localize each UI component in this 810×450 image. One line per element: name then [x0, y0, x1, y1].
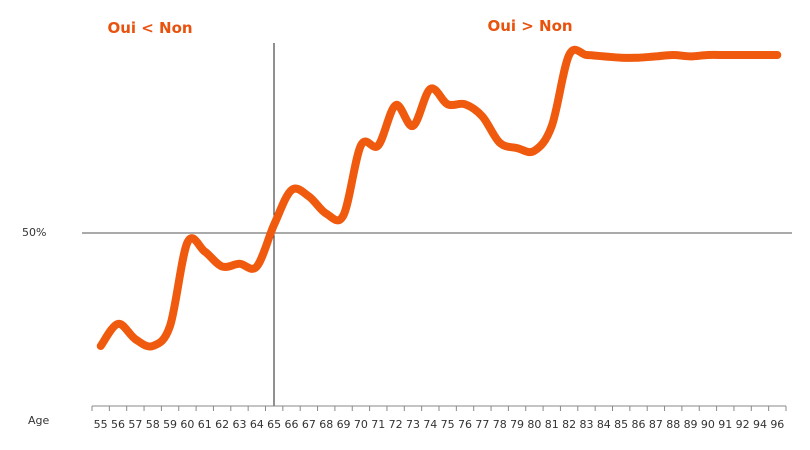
- x-tick-label: 89: [684, 418, 698, 431]
- x-ticks: [91, 406, 787, 411]
- annotation-right: Oui > Non: [487, 17, 572, 35]
- y-reference-label: 50%: [22, 226, 46, 239]
- x-tick-label: 87: [649, 418, 663, 431]
- x-tick-label: 57: [128, 418, 142, 431]
- x-tick-label: 81: [545, 418, 559, 431]
- x-tick-label: 67: [302, 418, 316, 431]
- x-tick-label: 70: [354, 418, 368, 431]
- x-tick-label: 56: [111, 418, 125, 431]
- x-tick-label: 96: [770, 418, 784, 431]
- x-axis-title: Age: [28, 414, 50, 427]
- x-tick-label: 71: [371, 418, 385, 431]
- x-tick-label: 61: [198, 418, 212, 431]
- x-tick-label: 78: [493, 418, 507, 431]
- x-tick-label: 60: [180, 418, 194, 431]
- x-tick-label: 90: [701, 418, 715, 431]
- series-line: [96, 45, 782, 351]
- annotation-left: Oui < Non: [107, 19, 192, 37]
- x-tick-label: 88: [666, 418, 680, 431]
- x-tick-label: 79: [510, 418, 524, 431]
- x-tick-label: 76: [458, 418, 472, 431]
- x-tick-label: 80: [527, 418, 541, 431]
- x-tick-label: 69: [337, 418, 351, 431]
- x-tick-label: 83: [579, 418, 593, 431]
- x-tick-label: 63: [232, 418, 246, 431]
- x-tick-label: 85: [614, 418, 628, 431]
- x-tick-labels: 55 56 57 58 59 60 61 62 63 64 65 66 67 68 69 70 71 72 73 74…: [94, 418, 785, 431]
- x-tick-label: 65: [267, 418, 281, 431]
- x-tick-label: 92: [736, 418, 750, 431]
- x-tick-label: 58: [146, 418, 160, 431]
- x-tick-label: 75: [441, 418, 455, 431]
- x-tick-label: 59: [163, 418, 177, 431]
- x-tick-label: 86: [632, 418, 646, 431]
- x-tick-label: 64: [250, 418, 264, 431]
- x-tick-label: 68: [319, 418, 333, 431]
- x-tick-label: 94: [753, 418, 767, 431]
- x-tick-label: 82: [562, 418, 576, 431]
- x-tick-label: 66: [285, 418, 299, 431]
- x-tick-label: 55: [94, 418, 108, 431]
- x-tick-label: 91: [718, 418, 732, 431]
- x-tick-label: 62: [215, 418, 229, 431]
- x-tick-label: 84: [597, 418, 611, 431]
- x-tick-label: 73: [406, 418, 420, 431]
- x-tick-label: 77: [475, 418, 489, 431]
- x-tick-label: 74: [423, 418, 437, 431]
- x-tick-label: 72: [389, 418, 403, 431]
